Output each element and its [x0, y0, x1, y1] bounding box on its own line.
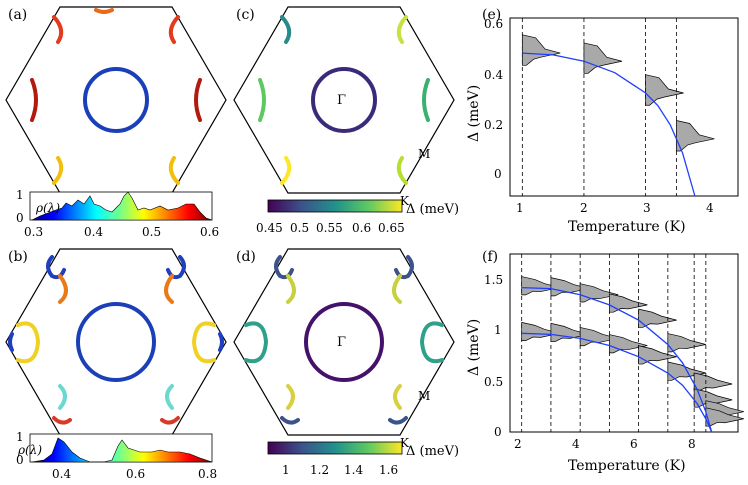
- gap-distribution-e-3-0: [676, 120, 715, 152]
- gap-distribution-e-2-0: [645, 74, 684, 106]
- gap-distribution-e-0-0: [521, 34, 561, 66]
- ytick-0-e: 0: [494, 167, 502, 181]
- cbar-tick-3-c: 0.6: [352, 221, 371, 235]
- gap-distribution-f-4-0: [638, 308, 677, 328]
- fermi-surface-gamma-b: [76, 302, 156, 382]
- panel-d: (d) Γ M K Δ (meV) 1 1.2 1.4 1.6: [233, 248, 459, 477]
- rho-ytick-1-a: 1: [16, 188, 24, 202]
- gap-distribution-f-1-1: [550, 322, 590, 343]
- gap-distribution-e-1-0: [583, 42, 623, 74]
- plot-frame-e: [509, 17, 739, 197]
- panel-f-label: (f): [482, 249, 498, 265]
- m-label-d: M: [418, 389, 430, 403]
- panel-a-label: (a): [8, 7, 27, 23]
- cbar-tick-2-c: 0.55: [316, 221, 343, 235]
- gap-distribution-f-6-0: [693, 372, 733, 392]
- panel-a: (a) 1 0 ρ(λ) 0.3 0.4 0.5 0.6: [5, 6, 227, 239]
- ytick-2-e: 0.4: [484, 68, 503, 82]
- gap-distribution-f-7-1: [705, 407, 744, 427]
- gap-distribution-f-4-1: [638, 345, 677, 365]
- gap-distribution-f-0-1: [521, 321, 560, 342]
- rho-label-b: ρ(λ): [17, 443, 42, 457]
- rho-xtick-2-b: 0.8: [198, 467, 217, 481]
- ylabel-f: Δ (meV): [466, 319, 482, 376]
- gap-distribution-f-0-0: [521, 276, 560, 296]
- rho-xtick-0-a: 0.3: [24, 225, 43, 239]
- rho-distribution-a: [31, 191, 213, 221]
- xtick-0-e: 1: [516, 201, 524, 215]
- fermi-surface-gamma-a: [83, 67, 149, 133]
- gap-distribution-f-5-0: [667, 333, 706, 353]
- panel-b: (b) 1 0 ρ(λ) 0.4 0.6 0.8: [5, 248, 227, 481]
- cbar-tick-1-c: 0.5: [290, 221, 309, 235]
- cbar-tick-0-c: 0.45: [256, 221, 283, 235]
- rho-ytick-0-b: 0: [16, 453, 24, 467]
- xtick-3-f: 8: [688, 437, 696, 451]
- colorbar-d: Δ (meV) 1 1.2 1.4 1.6: [267, 441, 459, 477]
- xtick-0-f: 2: [514, 437, 522, 451]
- cbar-tick-3-d: 1.6: [379, 463, 398, 477]
- rho-xtick-2-a: 0.5: [142, 225, 161, 239]
- fermi-surface-pockets-b: [8, 255, 224, 425]
- rho-xtick-1-b: 0.6: [126, 467, 145, 481]
- rho-lambda-inset-a: 1 0 ρ(λ) 0.3 0.4 0.5 0.6: [16, 188, 219, 239]
- xtick-1-f: 4: [572, 437, 580, 451]
- xtick-2-f: 6: [630, 437, 638, 451]
- gamma-label-c: Γ: [337, 93, 346, 108]
- fermi-surface-gamma-d: [304, 302, 384, 382]
- colorbar-c: Δ (meV) 0.45 0.5 0.55 0.6 0.65: [256, 199, 459, 235]
- fermi-surface-pockets-d: [244, 255, 444, 425]
- panel-c-label: (c): [236, 7, 255, 23]
- plot-frame-f: [509, 253, 739, 433]
- panel-f: (f) 0 0.5 1 1.5 2 4 6 8 Temperature (K) …: [466, 249, 744, 474]
- panel-c: (c) Γ M K Δ (meV) 0.45 0.5 0.55 0.6 0.65: [233, 6, 459, 235]
- brillouin-zone-a: [5, 6, 227, 194]
- xlabel-e: Temperature (K): [568, 219, 686, 235]
- ytick-2-f: 1: [494, 323, 502, 337]
- rho-label-a: ρ(λ): [35, 201, 60, 215]
- cbar-label-d: Δ (meV): [406, 444, 459, 459]
- cbar-tick-1-d: 1.2: [310, 463, 329, 477]
- rho-lambda-inset-b: 1 0 ρ(λ) 0.4 0.6 0.8: [16, 430, 217, 481]
- rho-distribution-b: [31, 437, 213, 463]
- panel-d-label: (d): [236, 249, 256, 265]
- gap-fit-curve-f-0: [521, 286, 713, 433]
- ylabel-e: Δ (meV): [466, 85, 482, 142]
- gap-distribution-f-3-0: [609, 293, 648, 313]
- rho-xtick-1-a: 0.4: [84, 225, 103, 239]
- fermi-surface-pockets-a: [30, 8, 202, 185]
- panel-e-label: (e): [482, 7, 501, 23]
- k-label-c: K: [400, 194, 410, 208]
- ytick-0-f: 0: [494, 425, 502, 439]
- ytick-3-f: 1.5: [484, 273, 503, 287]
- brillouin-zone-d: [233, 248, 455, 436]
- gamma-label-d: Γ: [337, 335, 346, 350]
- brillouin-zone-c: [233, 6, 455, 194]
- rho-ytick-0-a: 0: [16, 211, 24, 225]
- gap-fit-curve-e-0: [522, 52, 696, 197]
- panel-e: (e) 0 0.2 0.4 0.6 1 2 3 4 Temperature (K…: [466, 7, 739, 235]
- rho-xtick-0-b: 0.4: [52, 467, 71, 481]
- m-label-c: M: [418, 147, 430, 161]
- gap-distribution-f-3-1: [609, 334, 648, 354]
- xtick-2-e: 3: [643, 201, 651, 215]
- xlabel-f: Temperature (K): [568, 458, 686, 474]
- fermi-surface-pockets-c: [258, 15, 430, 185]
- cbar-label-c: Δ (meV): [406, 202, 459, 217]
- fermi-surface-gamma-c: [311, 67, 377, 133]
- cbar-tick-2-d: 1.4: [344, 463, 363, 477]
- panel-b-label: (b): [8, 249, 28, 265]
- rho-xtick-3-a: 0.6: [200, 225, 219, 239]
- gap-fit-curve-f-1: [521, 332, 713, 433]
- cbar-tick-0-d: 1: [282, 463, 290, 477]
- cbar-tick-4-c: 0.65: [378, 221, 405, 235]
- ytick-3-e: 0.6: [484, 17, 503, 31]
- rho-ytick-1-b: 1: [16, 430, 24, 444]
- k-label-d: K: [400, 436, 410, 450]
- xtick-1-e: 2: [580, 201, 588, 215]
- xtick-3-e: 4: [706, 201, 714, 215]
- ytick-1-e: 0.2: [484, 118, 503, 132]
- ytick-1-f: 0.5: [484, 375, 503, 389]
